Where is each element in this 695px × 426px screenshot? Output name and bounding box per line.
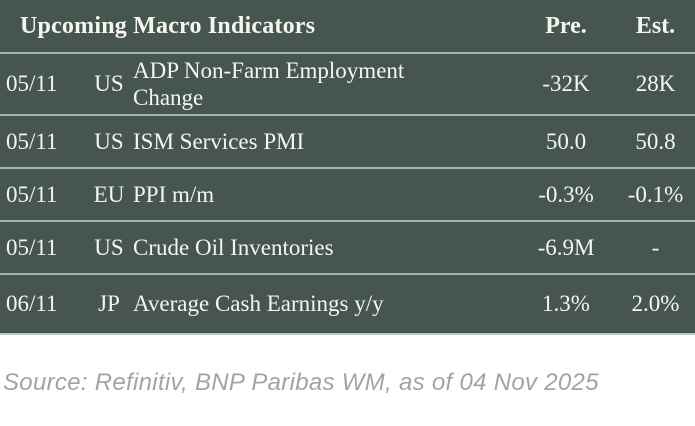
date-cell: 05/11 <box>6 71 58 96</box>
indicator-cell: Average Cash Earnings y/y <box>133 291 384 317</box>
indicator-cell: ISM Services PMI <box>133 128 305 154</box>
indicator-cell: Crude Oil Inventories <box>133 234 334 260</box>
previous-value-cell: -0.3% <box>538 181 594 207</box>
estimate-value-cell: 28K <box>635 71 676 96</box>
est-column-header: Est. <box>635 12 676 39</box>
country-cell: US <box>94 71 124 96</box>
table-row: 05/11 US ISM Services PMI 50.0 50.8 <box>0 114 695 167</box>
table-row: 05/11 US ADP Non-Farm Employment Change … <box>0 52 695 114</box>
estimate-value-cell: - <box>651 234 660 260</box>
previous-value-cell: -6.9M <box>537 234 595 260</box>
table-row: 05/11 US Crude Oil Inventories -6.9M - <box>0 220 695 273</box>
country-cell: JP <box>98 291 120 316</box>
source-note: Source: Refinitiv, BNP Paribas WM, as of… <box>3 369 599 396</box>
date-cell: 05/11 <box>6 128 58 154</box>
previous-value-cell: -32K <box>542 71 590 96</box>
previous-value-cell: 1.3% <box>542 291 590 316</box>
estimate-value-cell: -0.1% <box>627 181 684 207</box>
estimate-value-cell: 2.0% <box>631 291 680 316</box>
macro-indicators-table: Upcoming Macro Indicators Pre. Est. 05/1… <box>0 0 695 335</box>
estimate-value-cell: 50.8 <box>635 128 676 154</box>
pre-column-header: Pre. <box>545 12 587 39</box>
indicator-cell: PPI m/m <box>133 181 215 207</box>
date-cell: 06/11 <box>6 291 58 316</box>
country-cell: EU <box>93 181 125 207</box>
country-cell: US <box>94 128 124 154</box>
indicator-cell: ADP Non-Farm Employment Change <box>133 57 405 110</box>
previous-value-cell: 50.0 <box>545 128 587 154</box>
country-cell: US <box>94 234 124 260</box>
table-header-row: Upcoming Macro Indicators Pre. Est. <box>0 0 695 52</box>
date-cell: 05/11 <box>6 181 58 207</box>
table-title: Upcoming Macro Indicators <box>20 12 316 39</box>
table-row: 05/11 EU PPI m/m -0.3% -0.1% <box>0 167 695 220</box>
date-cell: 05/11 <box>6 234 58 260</box>
table-row: 06/11 JP Average Cash Earnings y/y 1.3% … <box>0 273 695 333</box>
